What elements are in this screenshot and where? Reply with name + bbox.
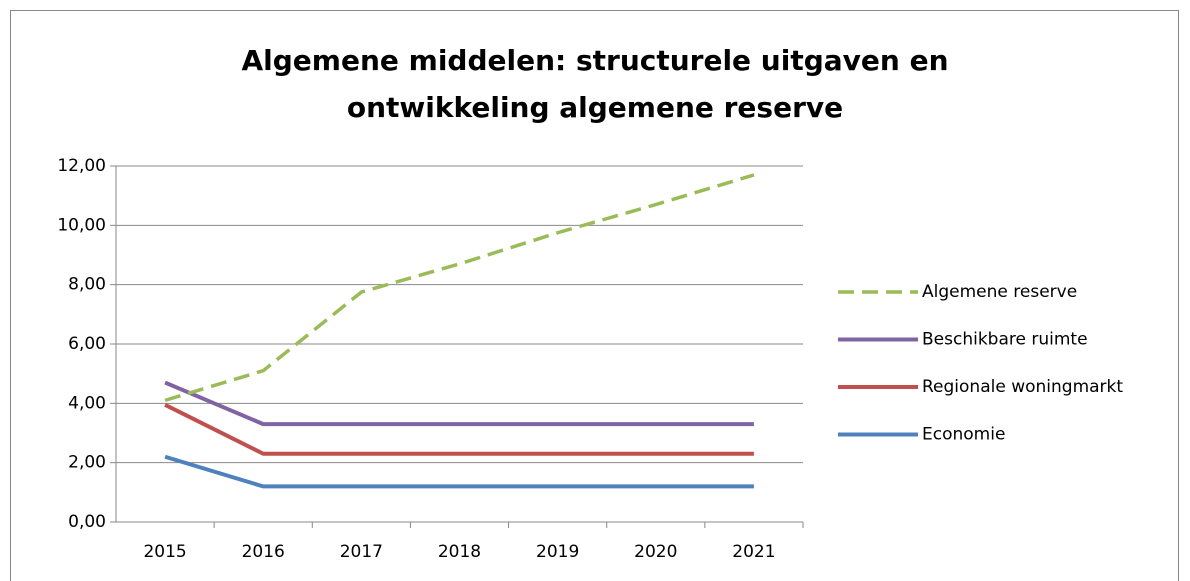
y-tick-label: 6,00 xyxy=(68,334,106,354)
chart-title: ontwikkeling algemene reserve xyxy=(347,91,843,124)
x-tick-label: 2015 xyxy=(143,542,186,562)
y-tick-label: 12,00 xyxy=(57,156,106,176)
series-line xyxy=(164,454,754,489)
x-tick-label: 2019 xyxy=(536,542,579,562)
series-line xyxy=(164,380,754,427)
chart-frame xyxy=(10,10,1179,581)
x-tick-label: 2021 xyxy=(732,542,775,562)
y-tick-label: 8,00 xyxy=(68,275,106,295)
y-tick-label: 10,00 xyxy=(57,215,106,235)
x-tick-label: 2020 xyxy=(634,542,677,562)
legend-label: Economie xyxy=(922,425,1005,445)
legend-label: Regionale woningmarkt xyxy=(922,377,1123,397)
series-line xyxy=(164,403,754,456)
y-tick-label: 4,00 xyxy=(68,393,106,413)
legend-label: Algemene reserve xyxy=(922,282,1077,302)
x-tick-label: 2017 xyxy=(340,542,383,562)
legend-label: Beschikbare ruimte xyxy=(922,330,1088,350)
x-tick-label: 2018 xyxy=(438,542,481,562)
series-line xyxy=(164,173,755,403)
y-tick-label: 2,00 xyxy=(68,453,106,473)
y-tick-label: 0,00 xyxy=(68,512,106,532)
x-tick-label: 2016 xyxy=(242,542,285,562)
chart-title: Algemene middelen: structurele uitgaven … xyxy=(242,44,949,77)
